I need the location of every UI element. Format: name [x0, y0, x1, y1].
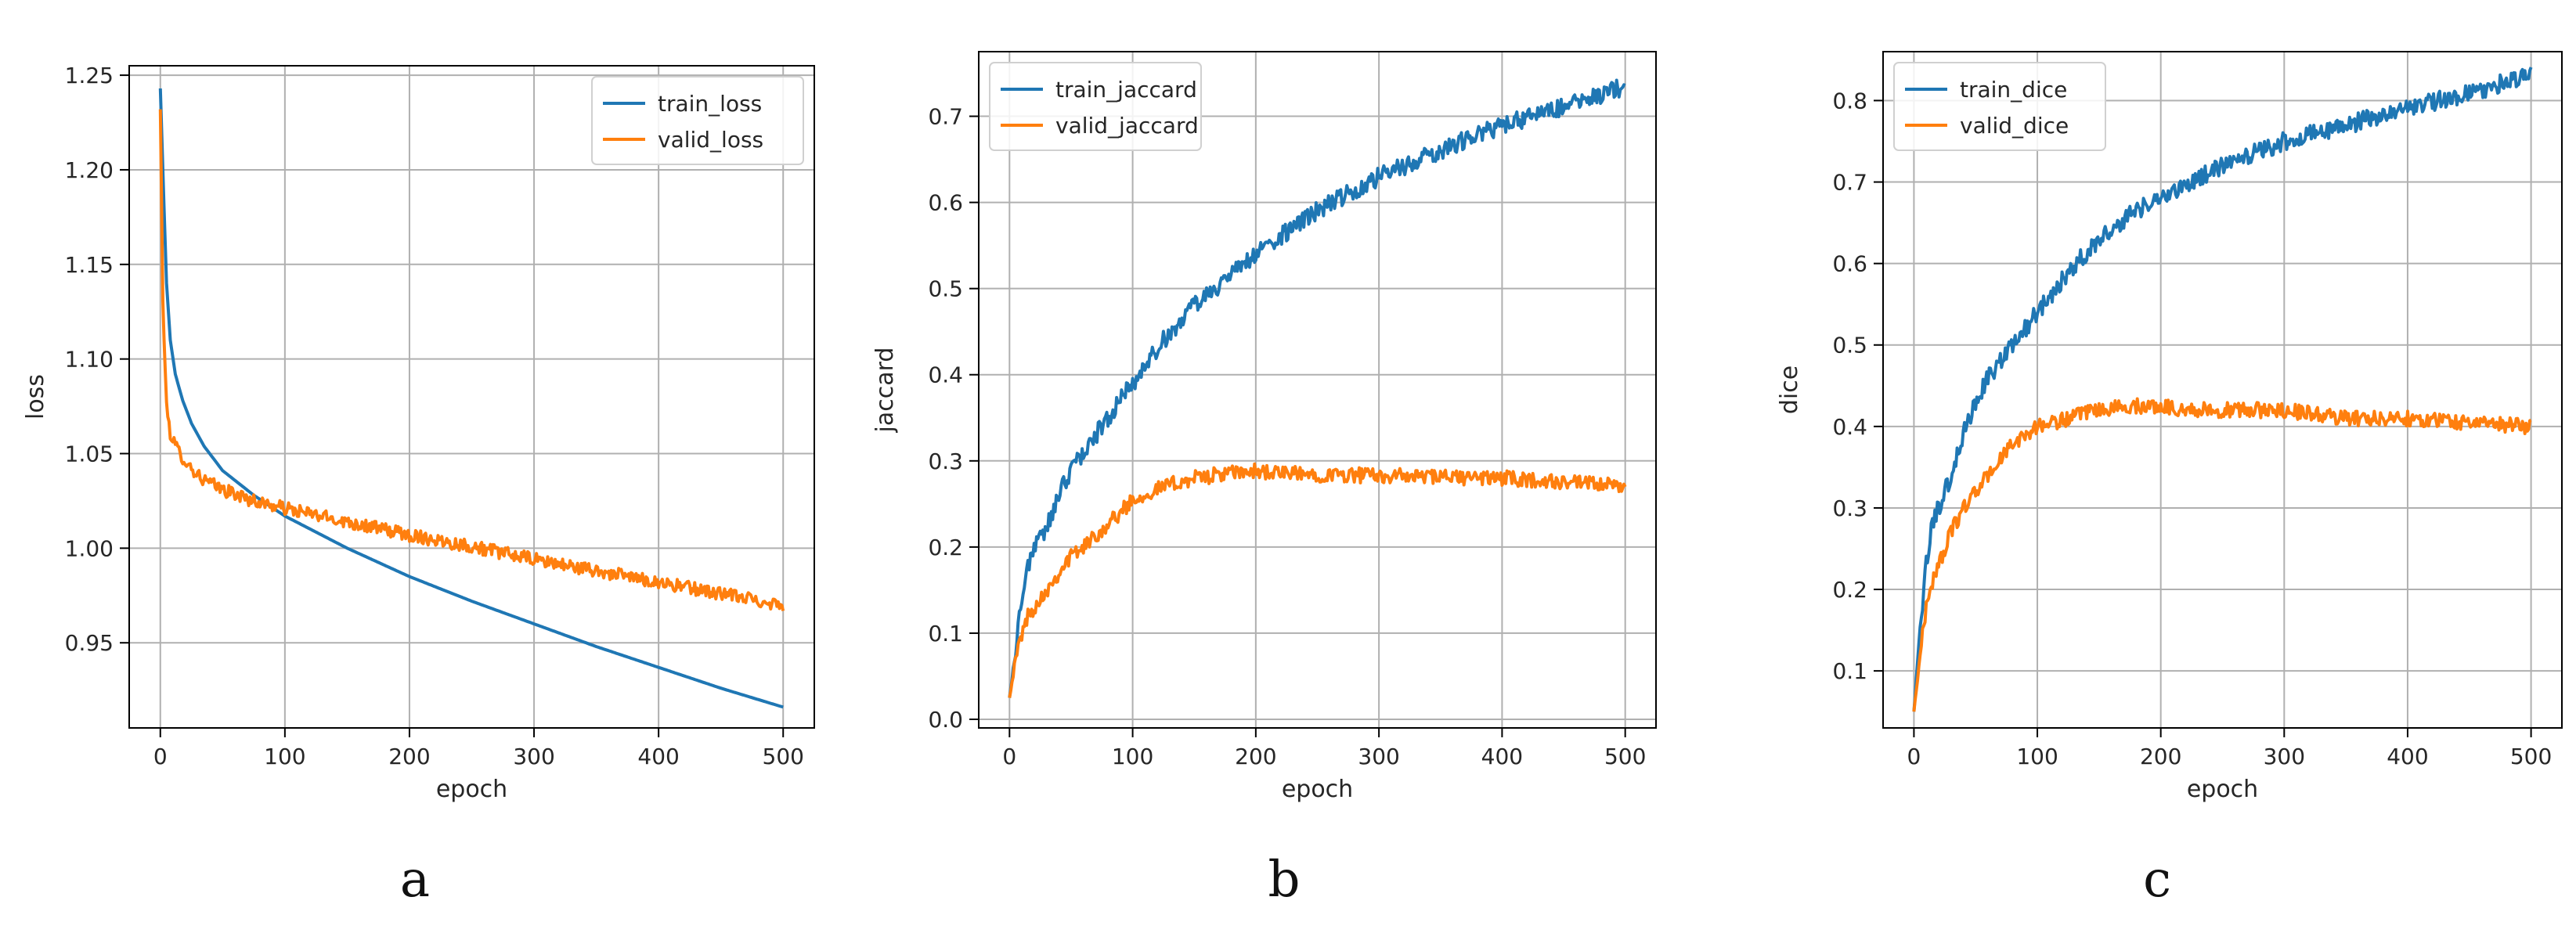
series-line-valid_dice — [1912, 397, 2532, 712]
y-tick-label: 0.7 — [1832, 170, 1867, 196]
x-tick-label: 500 — [763, 744, 804, 769]
series-line-train_loss — [158, 88, 784, 709]
chart-panel-b: 0 100 200 300 400 500 0.0 0.1 0.2 0.3 0.4 0.5 0.6 0.7… — [871, 51, 1657, 909]
legend: train_jaccard valid_jaccard — [989, 62, 1202, 151]
x-tick-label: 300 — [1358, 744, 1399, 769]
legend: train_loss valid_loss — [591, 76, 804, 165]
series-line-train_dice — [1912, 67, 2533, 712]
legend-box — [989, 62, 1202, 151]
y-tick-label: 0.8 — [1832, 88, 1867, 113]
x-axis-label: epoch — [1282, 776, 1353, 803]
y-tick-label: 0.2 — [928, 535, 963, 560]
x-tick-label: 200 — [1235, 744, 1276, 769]
x-tick-label: 500 — [2510, 744, 2552, 769]
y-tick-label: 0.6 — [1832, 251, 1867, 277]
legend-box — [1893, 62, 2106, 151]
x-tick-label: 300 — [2264, 744, 2305, 769]
legend-label-train_dice: train_dice — [1960, 77, 2067, 103]
x-tick-label: 0 — [1002, 744, 1016, 769]
axes-frame — [128, 65, 815, 729]
x-tick-label: 200 — [388, 744, 430, 769]
y-tick-label: 1.15 — [65, 252, 114, 278]
panel-letter-c: c — [2143, 851, 2171, 909]
y-tick-label: 0.2 — [1832, 577, 1867, 603]
y-tick-label: 0.7 — [928, 104, 963, 130]
y-tick-label: 0.0 — [928, 707, 963, 733]
x-axis-label: epoch — [2187, 776, 2258, 803]
y-tick-label: 0.3 — [928, 448, 963, 474]
legend-label-valid_loss: valid_loss — [658, 127, 763, 153]
x-tick-label: 100 — [1112, 744, 1153, 769]
panel-letter-b: b — [1268, 851, 1301, 909]
legend: train_dice valid_dice — [1893, 62, 2106, 151]
x-axis-label: epoch — [436, 776, 507, 803]
x-tick-label: 100 — [264, 744, 305, 769]
x-tick-label: 100 — [2016, 744, 2058, 769]
axes-frame — [978, 51, 1657, 729]
x-tick-label: 300 — [513, 744, 554, 769]
legend-label-valid_dice: valid_dice — [1960, 113, 2069, 139]
chart-panel-c: 0 100 200 300 400 500 0.1 0.2 0.3 0.4 0.5 0.6 0.7 0.8… — [1776, 51, 2563, 909]
panel-letter-a: a — [400, 851, 430, 909]
series-line-valid_loss — [158, 109, 785, 611]
x-tick-label: 400 — [2387, 744, 2428, 769]
y-tick-label: 0.1 — [1832, 658, 1867, 684]
x-tick-label: 400 — [637, 744, 679, 769]
y-tick-label: 1.05 — [65, 441, 114, 467]
y-tick-label: 1.20 — [65, 157, 114, 183]
x-tick-label: 0 — [153, 744, 168, 769]
y-tick-label: 0.6 — [928, 190, 963, 216]
x-tick-label: 200 — [2140, 744, 2181, 769]
y-tick-label: 0.95 — [65, 630, 114, 656]
legend-label-valid_jaccard: valid_jaccard — [1055, 113, 1199, 139]
legend-label-train_loss: train_loss — [658, 91, 762, 117]
y-tick-label: 1.10 — [65, 347, 114, 373]
series-line-valid_jaccard — [1008, 462, 1627, 698]
y-axis-label: dice — [1776, 366, 1803, 414]
y-tick-label: 1.25 — [65, 63, 114, 88]
legend-label-train_jaccard: train_jaccard — [1055, 77, 1197, 103]
y-tick-label: 0.3 — [1832, 495, 1867, 521]
chart-panel-a: 0 100 200 300 400 500 0.95 1.00 1.05 1.10 1.15 1.20… — [22, 63, 815, 909]
legend-box — [591, 76, 804, 165]
x-tick-label: 500 — [1604, 744, 1646, 769]
y-axis-label: jaccard — [871, 348, 899, 434]
y-tick-label: 0.4 — [1832, 414, 1867, 440]
series-line-train_jaccard — [1008, 78, 1626, 698]
y-tick-label: 1.00 — [65, 535, 114, 561]
y-tick-label: 0.1 — [928, 621, 963, 647]
x-tick-label: 400 — [1481, 744, 1523, 769]
x-tick-label: 0 — [1907, 744, 1921, 769]
y-axis-label: loss — [22, 374, 49, 420]
y-tick-label: 0.5 — [1832, 333, 1867, 358]
y-tick-label: 0.5 — [928, 276, 963, 302]
axes-frame — [1882, 51, 2563, 729]
y-tick-label: 0.4 — [928, 362, 963, 388]
